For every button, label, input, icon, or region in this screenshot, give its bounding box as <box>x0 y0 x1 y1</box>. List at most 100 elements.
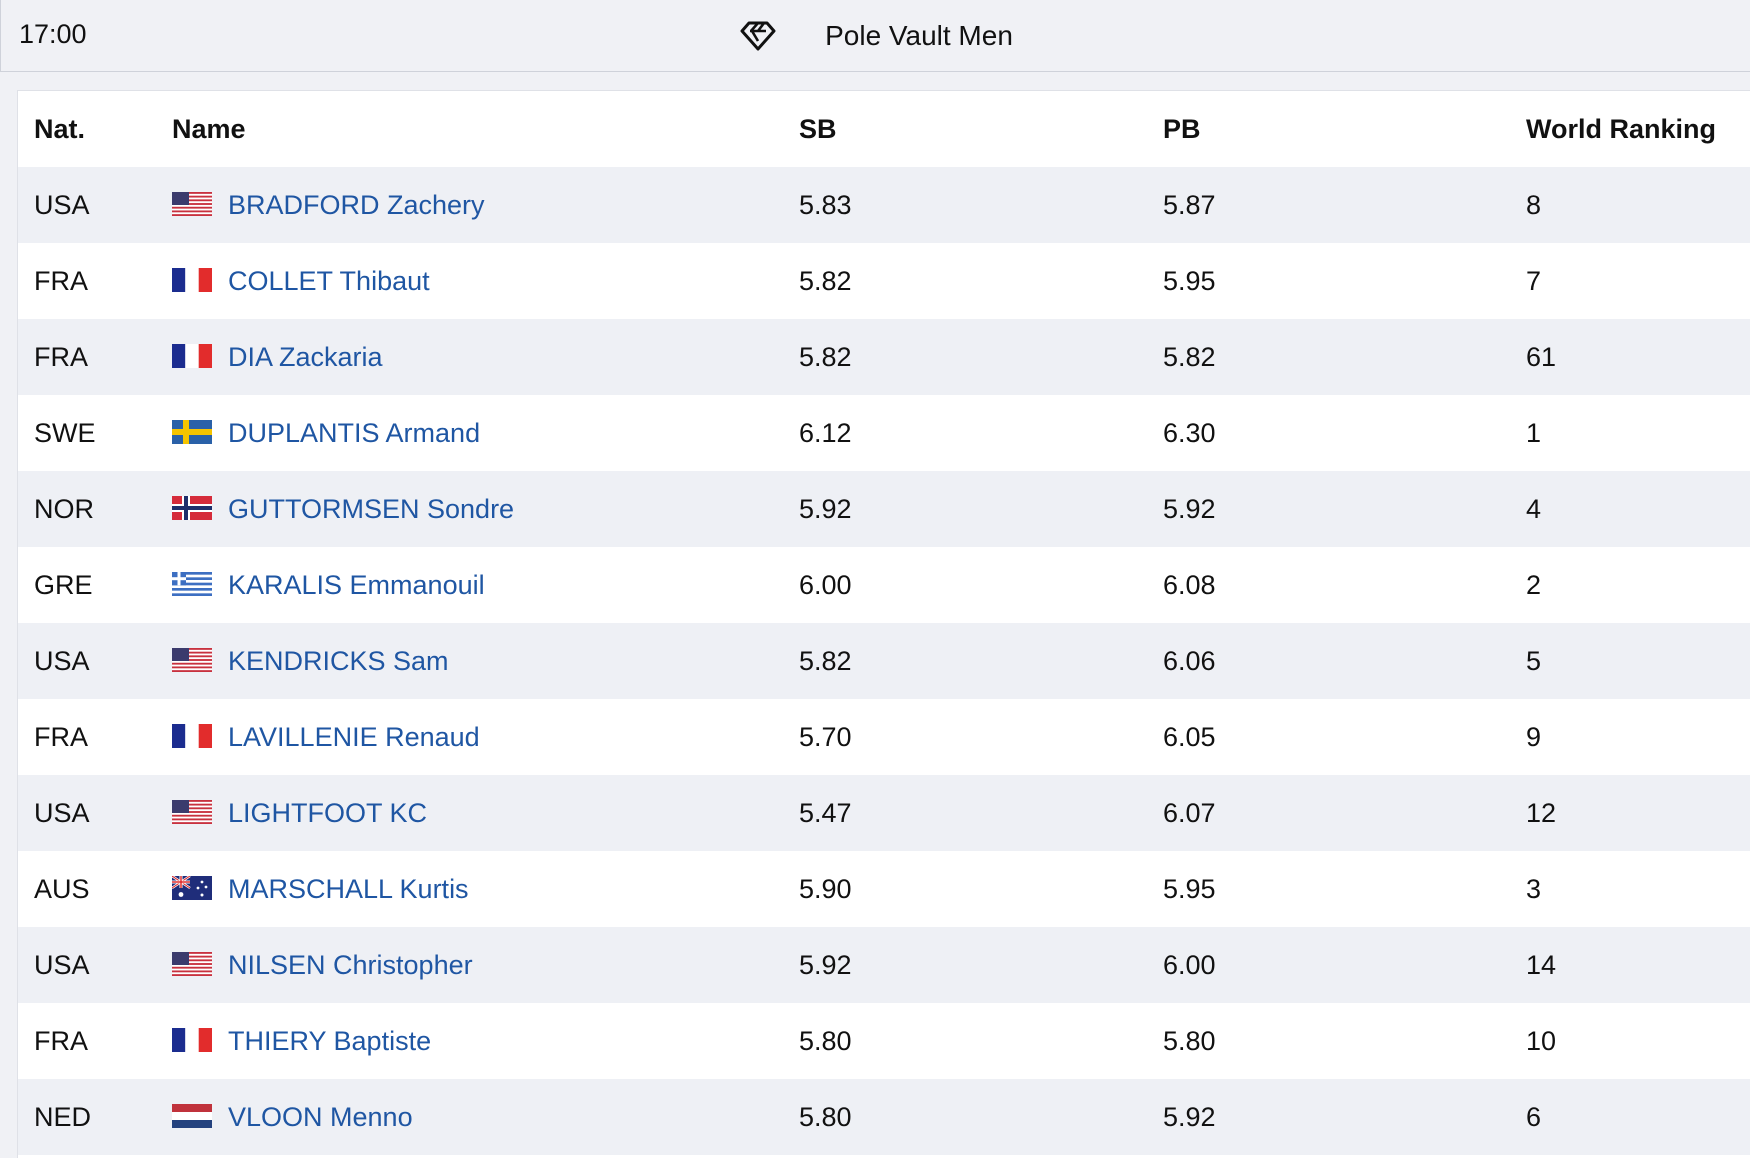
athlete-season-best: 5.80 <box>799 1102 852 1132</box>
athlete-name-link[interactable]: MARSCHALL Kurtis <box>228 874 469 904</box>
athlete-world-ranking: 12 <box>1526 798 1557 828</box>
table-row: USA NILSEN Christopher 5.92 6.00 14 <box>18 927 1750 1003</box>
athlete-name-link[interactable]: DIA Zackaria <box>228 342 383 372</box>
athlete-name-link[interactable]: DUPLANTIS Armand <box>228 418 481 448</box>
athlete-name-link[interactable]: KARALIS Emmanouil <box>228 570 485 600</box>
athlete-nationality: AUS <box>34 874 90 904</box>
athlete-personal-best: 5.95 <box>1163 874 1216 904</box>
usa-flag-icon <box>172 648 212 672</box>
table-row: USA KENDRICKS Sam 5.82 6.06 5 <box>18 623 1750 699</box>
athlete-season-best: 5.82 <box>799 646 852 676</box>
athlete-world-ranking: 61 <box>1526 342 1557 372</box>
diamond-league-icon <box>740 21 776 51</box>
athlete-personal-best: 6.07 <box>1163 798 1216 828</box>
fra-flag-icon <box>172 1028 212 1052</box>
athlete-season-best: 5.92 <box>799 950 852 980</box>
athlete-personal-best: 5.80 <box>1163 1026 1216 1056</box>
fra-flag-icon <box>172 724 212 748</box>
athlete-nationality: SWE <box>34 418 96 448</box>
aus-flag-icon <box>172 876 212 900</box>
nor-flag-icon <box>172 496 212 520</box>
athlete-nationality: FRA <box>34 722 88 752</box>
athlete-nationality: USA <box>34 190 90 220</box>
fra-flag-icon <box>172 344 212 368</box>
athlete-nationality: FRA <box>34 1026 88 1056</box>
athlete-season-best: 5.70 <box>799 722 852 752</box>
column-header-world-ranking: World Ranking <box>1526 114 1717 144</box>
column-header-sb: SB <box>799 114 837 144</box>
usa-flag-icon <box>172 952 212 976</box>
table-row: FRA COLLET Thibaut 5.82 5.95 7 <box>18 243 1750 319</box>
athlete-season-best: 5.82 <box>799 342 852 372</box>
event-title-group: Pole Vault Men <box>739 20 1013 52</box>
table-row: FRA THIERY Baptiste 5.80 5.80 10 <box>18 1003 1750 1079</box>
athlete-world-ranking: 14 <box>1526 950 1557 980</box>
athlete-name-link[interactable]: NILSEN Christopher <box>228 950 473 980</box>
athlete-personal-best: 5.95 <box>1163 266 1216 296</box>
athlete-nationality: USA <box>34 646 90 676</box>
table-row: FRA LAVILLENIE Renaud 5.70 6.05 9 <box>18 699 1750 775</box>
athlete-personal-best: 5.92 <box>1163 1102 1216 1132</box>
athlete-nationality: USA <box>34 950 90 980</box>
athlete-name-link[interactable]: KENDRICKS Sam <box>228 646 449 676</box>
athlete-nationality: FRA <box>34 266 88 296</box>
athlete-world-ranking: 7 <box>1526 266 1542 296</box>
athlete-nationality: GRE <box>34 570 93 600</box>
fra-flag-icon <box>172 268 212 292</box>
athlete-name-link[interactable]: VLOON Menno <box>228 1102 413 1132</box>
event-time: 17:00 <box>19 19 87 49</box>
athlete-nationality: USA <box>34 798 90 828</box>
athlete-season-best: 5.80 <box>799 1026 852 1056</box>
athlete-nationality: NOR <box>34 494 94 524</box>
athlete-personal-best: 5.82 <box>1163 342 1216 372</box>
athlete-world-ranking: 3 <box>1526 874 1542 904</box>
athlete-name-link[interactable]: GUTTORMSEN Sondre <box>228 494 515 524</box>
athlete-world-ranking: 9 <box>1526 722 1542 752</box>
gre-flag-icon <box>172 572 212 596</box>
swe-flag-icon <box>172 420 212 444</box>
athlete-season-best: 6.00 <box>799 570 852 600</box>
athlete-season-best: 5.82 <box>799 266 852 296</box>
table-row: USA BRADFORD Zachery 5.83 5.87 8 <box>18 167 1750 243</box>
athlete-name-link[interactable]: LAVILLENIE Renaud <box>228 722 480 752</box>
athlete-personal-best: 6.05 <box>1163 722 1216 752</box>
athlete-personal-best: 5.87 <box>1163 190 1216 220</box>
usa-flag-icon <box>172 192 212 216</box>
column-header-pb: PB <box>1163 114 1201 144</box>
athlete-world-ranking: 4 <box>1526 494 1542 524</box>
athlete-season-best: 5.47 <box>799 798 852 828</box>
athlete-season-best: 5.92 <box>799 494 852 524</box>
athlete-world-ranking: 6 <box>1526 1102 1542 1132</box>
ned-flag-icon <box>172 1104 212 1128</box>
table-row: NOR GUTTORMSEN Sondre 5.92 5.92 4 <box>18 471 1750 547</box>
column-header-name: Name <box>172 114 246 144</box>
athlete-world-ranking: 5 <box>1526 646 1542 676</box>
athlete-personal-best: 6.08 <box>1163 570 1216 600</box>
table-row: USA LIGHTFOOT KC 5.47 6.07 12 <box>18 775 1750 851</box>
athlete-personal-best: 6.06 <box>1163 646 1216 676</box>
athlete-personal-best: 6.30 <box>1163 418 1216 448</box>
usa-flag-icon <box>172 800 212 824</box>
table-header-row: Nat. Name SB PB World Ranking <box>18 91 1750 167</box>
event-name: Pole Vault Men <box>825 20 1013 51</box>
athlete-personal-best: 5.92 <box>1163 494 1216 524</box>
athlete-season-best: 5.83 <box>799 190 852 220</box>
event-header: 17:00 Pole Vault Men <box>0 0 1750 72</box>
athlete-season-best: 5.90 <box>799 874 852 904</box>
athlete-nationality: NED <box>34 1102 92 1132</box>
table-row: NED VLOON Menno 5.80 5.92 6 <box>18 1079 1750 1155</box>
athlete-world-ranking: 1 <box>1526 418 1542 448</box>
table-row: FRA DIA Zackaria 5.82 5.82 61 <box>18 319 1750 395</box>
athlete-personal-best: 6.00 <box>1163 950 1216 980</box>
athlete-world-ranking: 2 <box>1526 570 1542 600</box>
table-row: AUS MARSCHALL Kurtis 5.90 5.95 3 <box>18 851 1750 927</box>
athlete-season-best: 6.12 <box>799 418 852 448</box>
athlete-world-ranking: 10 <box>1526 1026 1557 1056</box>
athlete-name-link[interactable]: COLLET Thibaut <box>228 266 430 296</box>
table-row: GRE KARALIS Emmanouil 6.00 6.08 2 <box>18 547 1750 623</box>
table-row: SWE DUPLANTIS Armand 6.12 6.30 1 <box>18 395 1750 471</box>
start-list-table: Nat. Name SB PB World Ranking USA BRADFOR… <box>17 90 1750 1158</box>
athlete-name-link[interactable]: BRADFORD Zachery <box>228 190 485 220</box>
athlete-name-link[interactable]: LIGHTFOOT KC <box>228 798 428 828</box>
athlete-name-link[interactable]: THIERY Baptiste <box>228 1026 432 1056</box>
